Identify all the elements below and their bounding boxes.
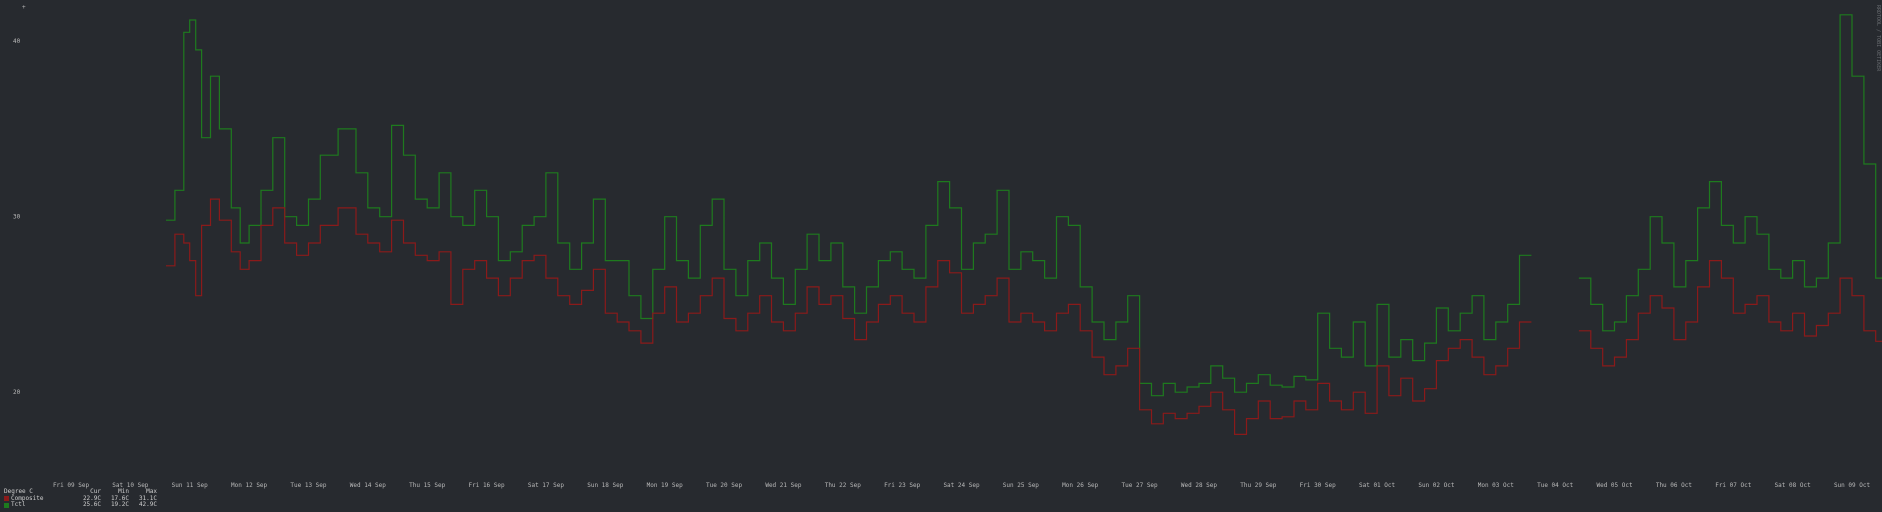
- legend: Degree C Cur Min Max Composite 22.9C 17.…: [4, 488, 157, 509]
- x-tick-label: Thu 15 Sep: [409, 482, 446, 489]
- x-tick-label: Tue 04 Oct: [1537, 482, 1574, 489]
- x-tick-label: Mon 03 Oct: [1478, 482, 1515, 489]
- x-tick-label: Tue 27 Sep: [1122, 482, 1159, 489]
- legend-max-value: 42.9C: [138, 501, 157, 508]
- x-tick-label: Sun 02 Oct: [1418, 482, 1455, 489]
- x-tick-label: Fri 30 Sep: [1300, 482, 1337, 489]
- x-tick-label: Sun 18 Sep: [587, 482, 624, 489]
- x-tick-label: Sun 25 Sep: [1003, 482, 1040, 489]
- top-left-mark: +: [22, 4, 26, 11]
- legend-min-value: 19.2C: [110, 501, 129, 508]
- legend-header: Degree C Cur Min Max: [4, 488, 157, 496]
- legend-series-name: Composite: [11, 494, 44, 502]
- x-tick-label: Sat 10 Sep: [112, 482, 149, 489]
- legend-cur-header: Cur: [90, 488, 101, 495]
- legend-cur-value: 22.9C: [82, 494, 101, 502]
- legend-swatch-composite: [4, 496, 9, 502]
- x-tick-label: Fri 09 Sep: [53, 482, 90, 489]
- x-tick-label: Sun 09 Oct: [1834, 482, 1871, 489]
- legend-unit-label: Degree C: [4, 488, 33, 495]
- side-credit-label: RRDTOOL / TOBI OETIKER: [1875, 5, 1881, 72]
- legend-min-header: Min: [118, 488, 129, 495]
- x-tick-label: Thu 06 Oct: [1656, 482, 1693, 489]
- y-tick-label: 40: [13, 38, 21, 45]
- legend-min-value: 17.6C: [110, 494, 129, 502]
- x-tick-label: Fri 16 Sep: [469, 482, 506, 489]
- legend-cur-value: 25.6C: [82, 501, 101, 508]
- x-tick-label: Sat 08 Oct: [1775, 482, 1812, 489]
- legend-swatch-tctl: [4, 502, 9, 508]
- y-tick-label: 20: [13, 389, 21, 396]
- x-tick-label: Wed 28 Sep: [1181, 482, 1218, 489]
- legend-series-name: Tctl: [11, 501, 26, 508]
- x-tick-label: Fri 23 Sep: [884, 482, 921, 489]
- y-tick-label: 30: [13, 214, 21, 221]
- x-tick-label: Mon 19 Sep: [647, 482, 684, 489]
- x-tick-label: Thu 22 Sep: [825, 482, 862, 489]
- series-line-composite: [166, 198, 1532, 435]
- x-tick-label: Sat 01 Oct: [1359, 482, 1396, 489]
- legend-max-value: 31.1C: [138, 494, 157, 502]
- x-axis-ticks: Fri 09 Sep Sat 10 Sep Sun 11 Sep Mon 12 Sep…: [53, 482, 1871, 489]
- x-tick-label: Wed 05 Oct: [1596, 482, 1633, 489]
- legend-item-composite: Composite 22.9C 17.6C 31.1C: [4, 494, 157, 503]
- x-tick-label: Sat 17 Sep: [528, 482, 565, 489]
- x-tick-label: Wed 21 Sep: [765, 482, 802, 489]
- series-line-tctl: [166, 19, 1532, 397]
- series-line-composite: [1578, 260, 1882, 367]
- x-tick-label: Tue 13 Sep: [290, 482, 327, 489]
- x-tick-label: Sat 24 Sep: [943, 482, 980, 489]
- x-tick-label: Mon 26 Sep: [1062, 482, 1099, 489]
- x-tick-label: Wed 14 Sep: [350, 482, 387, 489]
- series-layer: [166, 14, 1882, 435]
- x-tick-label: Sun 11 Sep: [172, 482, 209, 489]
- y-axis-ticks: 20 30 40: [13, 38, 21, 396]
- x-tick-label: Tue 20 Sep: [706, 482, 743, 489]
- x-tick-label: Mon 12 Sep: [231, 482, 268, 489]
- x-tick-label: Fri 07 Oct: [1715, 482, 1752, 489]
- series-line-tctl: [1578, 14, 1882, 332]
- x-tick-label: Thu 29 Sep: [1240, 482, 1277, 489]
- legend-max-header: Max: [146, 488, 157, 495]
- legend-item-tctl: Tctl 25.6C 19.2C 42.9C: [4, 501, 157, 509]
